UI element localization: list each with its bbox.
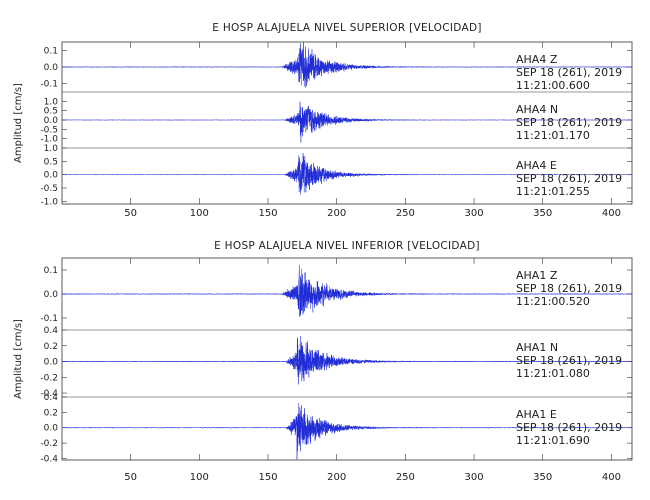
waveform-trace (61, 264, 633, 317)
y-tick-label: 0.0 (44, 116, 59, 126)
x-tick-label: 200 (327, 472, 346, 483)
y-axis-label: Amplitud [cm/s] (13, 83, 24, 163)
station-label: AHA4 Z (516, 53, 558, 66)
y-tick-label: 0.0 (44, 424, 59, 434)
y-tick-label: -0.4 (40, 454, 58, 464)
x-tick-label: 350 (533, 208, 552, 219)
waveform-trace (61, 336, 633, 385)
y-tick-label: 0.0 (44, 171, 59, 181)
y-tick-label: 0.4 (44, 393, 59, 403)
station-label: AHA1 N (516, 341, 558, 354)
y-tick-label: 0.5 (44, 157, 58, 167)
chart-inferior: E HOSP ALAJUELA NIVEL INFERIOR [VELOCIDA… (13, 240, 633, 483)
x-tick-label: 300 (465, 472, 484, 483)
station-label: AHA1 Z (516, 269, 558, 282)
x-tick-label: 400 (602, 208, 621, 219)
y-tick-label: -0.5 (40, 184, 58, 194)
x-tick-label: 250 (396, 208, 415, 219)
station-label: AHA1 E (516, 408, 557, 421)
time-label: 11:21:01.255 (516, 185, 590, 198)
chart-superior: E HOSP ALAJUELA NIVEL SUPERIOR [VELOCIDA… (13, 22, 633, 219)
y-tick-label: -0.2 (40, 373, 58, 383)
y-tick-label: -1.0 (40, 135, 58, 145)
y-tick-label: 0.2 (44, 408, 58, 418)
date-label: SEP 18 (261), 2019 (516, 354, 622, 367)
date-label: SEP 18 (261), 2019 (516, 66, 622, 79)
date-label: SEP 18 (261), 2019 (516, 421, 622, 434)
plot-frame (61, 41, 633, 205)
time-label: 11:21:00.520 (516, 295, 590, 308)
station-label: AHA4 N (516, 103, 558, 116)
x-tick-label: 350 (533, 472, 552, 483)
x-tick-label: 150 (258, 472, 277, 483)
y-tick-label: -0.2 (40, 439, 58, 449)
y-tick-label: 0.0 (44, 63, 59, 73)
y-tick-label: 0.1 (44, 46, 58, 56)
x-tick-label: 250 (396, 472, 415, 483)
time-label: 11:21:01.690 (516, 434, 590, 447)
waveform-trace (61, 403, 633, 460)
station-label: AHA4 E (516, 159, 557, 172)
y-tick-label: 0.2 (44, 342, 58, 352)
x-tick-label: 100 (190, 472, 209, 483)
date-label: SEP 18 (261), 2019 (516, 282, 622, 295)
y-tick-label: 1.0 (44, 144, 59, 154)
y-tick-label: -0.4 (40, 389, 58, 399)
waveform-trace (61, 152, 633, 195)
waveform-trace (61, 41, 633, 88)
time-label: 11:21:01.170 (516, 129, 590, 142)
date-label: SEP 18 (261), 2019 (516, 172, 622, 185)
y-tick-label: 0.5 (44, 107, 58, 117)
y-tick-label: 0.4 (44, 326, 59, 336)
x-tick-label: 150 (258, 208, 277, 219)
waveform-trace (61, 101, 633, 143)
date-label: SEP 18 (261), 2019 (516, 116, 622, 129)
x-tick-label: 200 (327, 208, 346, 219)
x-tick-label: 50 (124, 472, 137, 483)
x-tick-label: 100 (190, 208, 209, 219)
time-label: 11:21:00.600 (516, 79, 590, 92)
y-tick-label: -0.5 (40, 125, 58, 135)
x-tick-label: 300 (465, 208, 484, 219)
y-tick-label: -1.0 (40, 197, 58, 207)
plot-frame (61, 257, 633, 461)
y-tick-label: 0.0 (44, 290, 59, 300)
chart-title: E HOSP ALAJUELA NIVEL SUPERIOR [VELOCIDA… (212, 22, 481, 34)
y-tick-label: 0.1 (44, 266, 58, 276)
y-tick-label: 1.0 (44, 97, 59, 107)
x-tick-label: 400 (602, 472, 621, 483)
x-tick-label: 50 (124, 208, 137, 219)
chart-title: E HOSP ALAJUELA NIVEL INFERIOR [VELOCIDA… (214, 240, 480, 252)
time-label: 11:21:01.080 (516, 367, 590, 380)
y-tick-label: 0.0 (44, 358, 59, 368)
y-axis-label: Amplitud [cm/s] (13, 319, 24, 399)
y-tick-label: -0.1 (40, 80, 58, 90)
y-tick-label: -0.1 (40, 314, 58, 324)
